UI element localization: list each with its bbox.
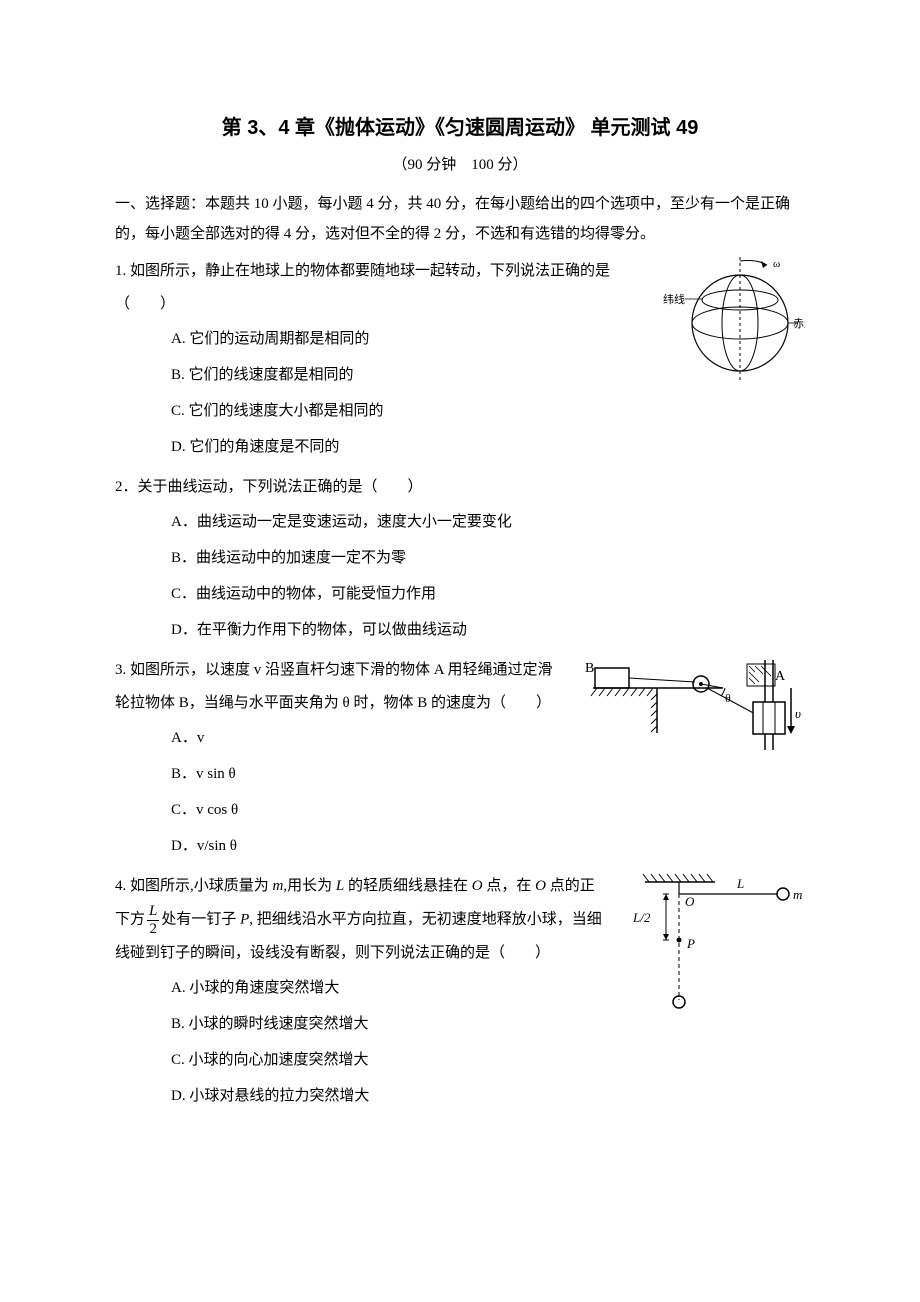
label-L2: L/2 bbox=[632, 910, 651, 925]
q2-option-b: B．曲线运动中的加速度一定不为零 bbox=[171, 540, 805, 576]
q4-O: O bbox=[472, 878, 483, 894]
q4-p3: 的轻质细线悬挂在 bbox=[344, 878, 472, 894]
label-O: O bbox=[685, 894, 695, 909]
label-m: m bbox=[793, 887, 802, 902]
label-P: P bbox=[686, 936, 695, 951]
q2-option-d: D．在平衡力作用下的物体，可以做曲线运动 bbox=[171, 612, 805, 648]
globe-figure: ω 纬线 赤道 bbox=[655, 255, 805, 398]
omega-label: ω bbox=[773, 258, 780, 270]
question-3: B θ A bbox=[115, 654, 805, 864]
q4-m: m bbox=[273, 878, 284, 894]
q4-frac-den: 2 bbox=[147, 921, 159, 938]
q4-fraction: L2 bbox=[147, 903, 159, 937]
label-theta: θ bbox=[725, 691, 731, 705]
q4-p6: 处有一钉子 bbox=[161, 911, 240, 927]
q4-p4: 点，在 bbox=[483, 878, 536, 894]
q4-L: L bbox=[336, 878, 344, 894]
q4-p1: 4. 如图所示,小球质量为 bbox=[115, 878, 273, 894]
pulley-figure: B θ A bbox=[575, 658, 805, 766]
label-A: A bbox=[775, 669, 786, 684]
label-L: L bbox=[736, 876, 744, 891]
q4-O2: O bbox=[535, 878, 546, 894]
pendulum-figure: m L O L/2 P bbox=[615, 870, 805, 1033]
question-2: 2．关于曲线运动，下列说法正确的是（ ） A．曲线运动一定是变速运动，速度大小一… bbox=[115, 471, 805, 648]
question-4: m L O L/2 P 4. 如图所示,小球质量为 m,用长为 L 的轻质细线悬… bbox=[115, 870, 805, 1114]
weixian-label: 纬线 bbox=[663, 292, 685, 306]
q3-option-c: C．v cos θ bbox=[171, 792, 805, 828]
q4-option-c: C. 小球的向心加速度突然增大 bbox=[171, 1042, 805, 1078]
label-B: B bbox=[585, 661, 594, 676]
page-title: 第 3、4 章《抛体运动》《匀速圆周运动》 单元测试 49 bbox=[115, 110, 805, 146]
q1-option-c: C. 它们的线速度大小都是相同的 bbox=[171, 393, 805, 429]
q2-option-a: A．曲线运动一定是变速运动，速度大小一定要变化 bbox=[171, 504, 805, 540]
q4-option-d: D. 小球对悬线的拉力突然增大 bbox=[171, 1078, 805, 1114]
q4-p2: ,用长为 bbox=[283, 878, 336, 894]
q4-P: P bbox=[240, 911, 249, 927]
question-1: ω 纬线 赤道 1. 如图所示，静止在地球上的物体都要随地球一起转动，下列说法正… bbox=[115, 255, 805, 465]
q3-option-d: D．v/sin θ bbox=[171, 828, 805, 864]
page-subtitle: （90 分钟 100 分） bbox=[115, 152, 805, 179]
label-v: υ bbox=[795, 706, 801, 721]
section-instructions: 一、选择题：本题共 10 小题，每小题 4 分，共 40 分，在每小题给出的四个… bbox=[115, 189, 805, 249]
q2-option-c: C．曲线运动中的物体，可能受恒力作用 bbox=[171, 576, 805, 612]
q1-option-d: D. 它们的角速度是不同的 bbox=[171, 429, 805, 465]
q2-text: 2．关于曲线运动，下列说法正确的是（ ） bbox=[115, 471, 805, 504]
q4-frac-num: L bbox=[147, 903, 159, 921]
